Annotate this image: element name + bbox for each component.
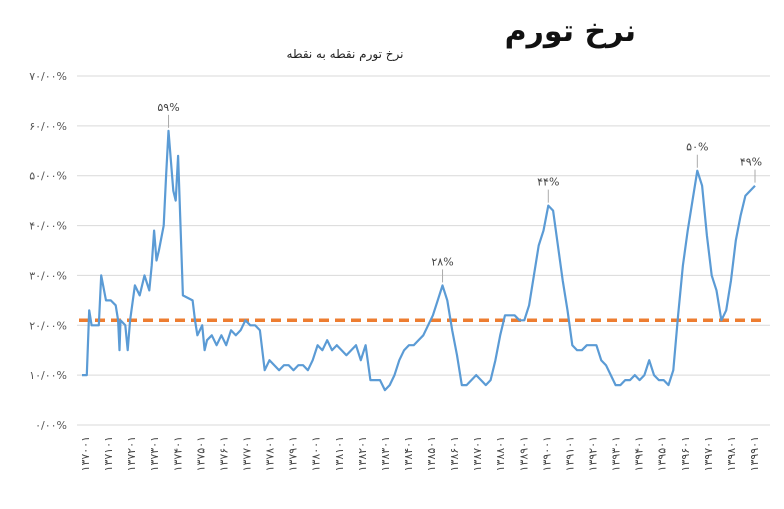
y-tick-label: ۴۰/۰۰%: [29, 220, 67, 233]
chart-subtitle: نرخ تورم نقطه به نقطه: [287, 47, 404, 62]
y-tick-label: ۲۰/۰۰%: [29, 319, 67, 332]
x-tick-label: ۱۳۹۵۰۱: [656, 436, 669, 471]
chart-title: نرخ تورم: [504, 14, 636, 49]
y-tick-label: ۷۰/۰۰%: [29, 70, 67, 83]
x-tick-label: ۱۳۷۹۰۱: [287, 436, 300, 471]
x-tick-label: ۱۳۷۰۰۱: [79, 436, 92, 471]
x-tick-label: ۱۳۸۶۰۱: [448, 436, 461, 471]
x-tick-label: ۱۳۹۱۰۱: [563, 436, 576, 471]
x-tick-label: ۱۳۷۲۰۱: [125, 436, 138, 471]
peak-label: ۲۸%: [431, 255, 453, 268]
x-tick-label: ۱۳۷۴۰۱: [171, 436, 184, 471]
y-tick-label: ۰/۰۰%: [35, 419, 67, 432]
x-tick-label: ۱۳۹۷۰۱: [702, 436, 715, 471]
peak-label: ۴۴%: [537, 176, 559, 189]
y-axis: ۰/۰۰% ۱۰/۰۰% ۲۰/۰۰% ۳۰/۰۰% ۴۰/۰۰% ۵۰/۰۰% ۶۰/۰۰…: [29, 70, 67, 432]
x-axis: ۱۳۷۰۰۱ ۱۳۷۱۰۱ ۱۳۷۲۰۱ ۱۳۷۳۰۱ ۱۳۷۴۰۱ ۱۳۷۵۰۱ ۱۳۷۶…: [79, 436, 761, 471]
x-tick-label: ۱۳۹۶۰۱: [679, 436, 692, 471]
x-tick-label: ۱۳۸۲۰۱: [356, 436, 369, 471]
x-tick-label: ۱۳۹۰۰۱: [540, 436, 553, 471]
x-tick-label: ۱۳۸۳۰۱: [379, 436, 392, 471]
x-tick-label: ۱۳۷۶۰۱: [217, 436, 230, 471]
peak-label: ۵۹%: [157, 101, 179, 114]
x-tick-label: ۱۳۹۲۰۱: [587, 436, 600, 471]
x-tick-label: ۱۳۹۳۰۱: [610, 436, 623, 471]
y-tick-label: ۵۰/۰۰%: [29, 170, 67, 183]
x-tick-label: ۱۳۷۱۰۱: [102, 436, 115, 471]
x-tick-label: ۱۳۸۸۰۱: [494, 436, 507, 471]
x-tick-label: ۱۳۸۷۰۱: [471, 436, 484, 471]
x-tick-label: ۱۳۹۴۰۱: [633, 436, 646, 471]
inflation-series-line: [82, 129, 756, 392]
peak-annotations: ۵۹% ۲۸% ۴۴% ۵۰% ۴۹%: [157, 101, 762, 283]
y-tick-label: ۶۰/۰۰%: [29, 120, 67, 133]
x-tick-label: ۱۳۷۸۰۱: [264, 436, 277, 471]
x-tick-label: ۱۳۷۷۰۱: [240, 436, 253, 471]
grid-lines: [77, 75, 770, 426]
x-tick-label: ۱۳۷۵۰۱: [194, 436, 207, 471]
peak-label: ۴۹%: [740, 156, 762, 169]
x-tick-label: ۱۳۸۱۰۱: [333, 436, 346, 471]
x-tick-label: ۱۳۹۸۰۱: [725, 436, 738, 471]
peak-label: ۵۰%: [686, 141, 708, 154]
y-tick-label: ۱۰/۰۰%: [29, 369, 67, 382]
x-tick-label: ۱۳۹۹۰۱: [748, 436, 761, 471]
x-tick-label: ۱۳۸۰۰۱: [310, 436, 323, 471]
x-tick-label: ۱۳۸۴۰۱: [402, 436, 415, 471]
x-tick-label: ۱۳۸۹۰۱: [517, 436, 530, 471]
x-tick-label: ۱۳۸۵۰۱: [425, 436, 438, 471]
y-tick-label: ۳۰/۰۰%: [29, 269, 67, 282]
x-tick-label: ۱۳۷۳۰۱: [148, 436, 161, 471]
